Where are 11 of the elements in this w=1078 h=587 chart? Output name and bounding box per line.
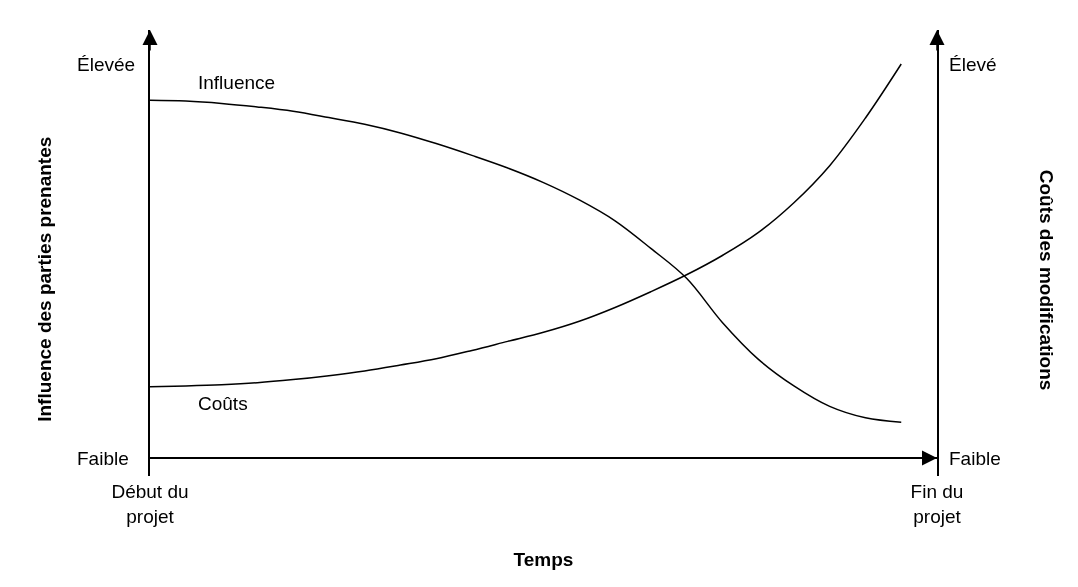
y2-axis-title: Coûts des modifications [1035, 169, 1057, 391]
x-tick-label: Début du projet [111, 481, 189, 527]
y-axis-title: Influence des parties prenantes [34, 136, 56, 422]
x-tick-label: Fin du projet [910, 481, 964, 527]
text: Élevée [77, 54, 136, 75]
series-label: Influence [198, 72, 276, 93]
text: Faible [77, 448, 129, 469]
series-label: Coûts [198, 393, 248, 414]
text: Faible [949, 448, 1001, 469]
x-axis-title: Temps [513, 548, 574, 570]
text: Élevé [949, 54, 997, 75]
